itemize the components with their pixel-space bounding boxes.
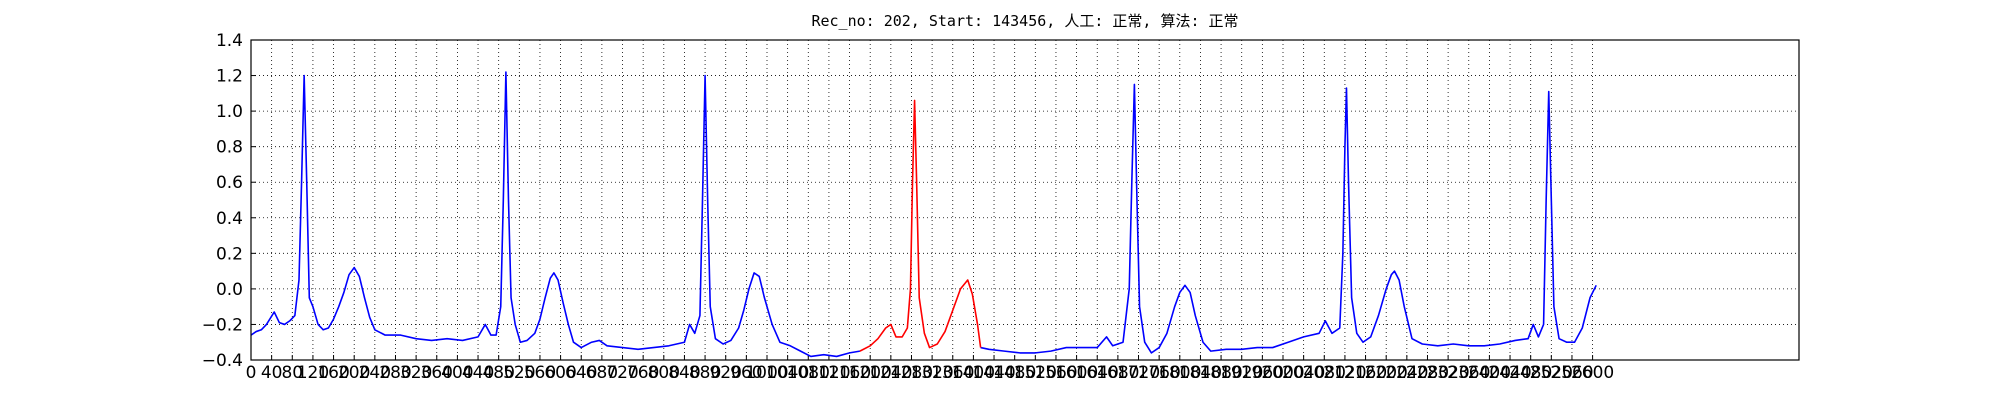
- x-tick-label: 800: [648, 363, 680, 383]
- x-tick-label: 2080: [1303, 363, 1346, 383]
- x-tick-label: 360: [421, 363, 453, 383]
- x-tick-label: 880: [689, 363, 721, 383]
- x-tick-label: 560: [524, 363, 556, 383]
- x-tick-label: 160: [317, 363, 349, 383]
- x-tick-label: 1480: [993, 363, 1036, 383]
- y-tick-label: 0.6: [216, 173, 243, 193]
- x-tick-label: 1960: [1241, 363, 1284, 383]
- x-tick-label: 1520: [1014, 363, 1057, 383]
- x-tick-label: 2040: [1282, 363, 1325, 383]
- x-tick-label: 280: [379, 363, 411, 383]
- x-tick-label: 120: [297, 363, 329, 383]
- plot: [250, 71, 1597, 358]
- x-tick-label: 1640: [1076, 363, 1119, 383]
- x-tick-label: 1040: [766, 363, 809, 383]
- x-tick-label: 720: [606, 363, 638, 383]
- x-tick-label: 2400: [1468, 363, 1511, 383]
- x-tick-label: 1120: [807, 363, 850, 383]
- chart-title: Rec_no: 202, Start: 143456, 人工: 正常, 算法: …: [811, 12, 1238, 30]
- x-tick-label: 400: [441, 363, 473, 383]
- x-tick-label: 1160: [828, 363, 871, 383]
- y-tick-label: 1.4: [216, 31, 243, 51]
- ecg-line: [859, 99, 982, 352]
- x-tick-label: 1360: [931, 363, 974, 383]
- x-tick-label: 1680: [1096, 363, 1139, 383]
- x-tick-label: 0: [246, 363, 257, 383]
- x-tick-label: 2320: [1426, 363, 1469, 383]
- x-tick-label: 1000: [745, 363, 788, 383]
- x-tick-label: 640: [565, 363, 597, 383]
- x-tick-label: 240: [359, 363, 391, 383]
- x-tick-label: 320: [400, 363, 432, 383]
- x-tick-label: 200: [338, 363, 370, 383]
- x-tick-label: 2360: [1447, 363, 1490, 383]
- ecg-line: [250, 71, 1597, 358]
- x-tick-label: 1720: [1117, 363, 1160, 383]
- y-tick-label: 1.2: [216, 67, 243, 87]
- x-tick-label: 760: [627, 363, 659, 383]
- y-tick-label: 0.2: [216, 244, 243, 264]
- x-tick-label: 1440: [972, 363, 1015, 383]
- x-tick-label: 920: [709, 363, 741, 383]
- y-tick-label: 0.8: [216, 138, 243, 158]
- x-tick-label: 1880: [1199, 363, 1242, 383]
- x-tick-label: 1320: [910, 363, 953, 383]
- y-tick-label: −0.2: [202, 315, 243, 335]
- x-tick-label: 2600: [1571, 363, 1614, 383]
- x-tick-label: 2120: [1323, 363, 1366, 383]
- x-tick-label: 1400: [952, 363, 995, 383]
- y-tick-label: 0.0: [216, 280, 243, 300]
- y-tick-label: 1.0: [216, 102, 243, 122]
- x-tick-label: 1920: [1220, 363, 1263, 383]
- plot-frame: [250, 39, 1800, 361]
- x-tick-label: 1760: [1138, 363, 1181, 383]
- x-tick-label: 2520: [1530, 363, 1573, 383]
- x-tick-label: 1200: [849, 363, 892, 383]
- x-tick-label: 1800: [1158, 363, 1201, 383]
- x-tick-label: 2280: [1406, 363, 1449, 383]
- x-tick-label: 80: [281, 363, 303, 383]
- x-tick-label: 1560: [1034, 363, 1077, 383]
- y-tick-label: −0.4: [202, 351, 243, 371]
- x-tick-label: 840: [668, 363, 700, 383]
- x-tick-label: 2240: [1385, 363, 1428, 383]
- x-tick-label: 960: [730, 363, 762, 383]
- x-tick-label: 440: [462, 363, 494, 383]
- x-tick-label: 2480: [1509, 363, 1552, 383]
- x-tick-label: 680: [586, 363, 618, 383]
- x-tick-label: 40: [261, 363, 283, 383]
- x-tick-label: 1240: [869, 363, 912, 383]
- x-tick-label: 2200: [1365, 363, 1408, 383]
- x-tick-label: 2440: [1488, 363, 1531, 383]
- x-tick-label: 2560: [1550, 363, 1593, 383]
- x-tick-label: 2000: [1261, 363, 1304, 383]
- x-tick-label: 1600: [1055, 363, 1098, 383]
- y-tick-label: 0.4: [216, 209, 243, 229]
- x-tick-label: 520: [503, 363, 535, 383]
- x-tick-label: 1840: [1179, 363, 1222, 383]
- x-tick-label: 1280: [890, 363, 933, 383]
- x-tick-label: 1080: [787, 363, 830, 383]
- x-tick-label: 2160: [1344, 363, 1387, 383]
- x-tick-label: 600: [544, 363, 576, 383]
- x-tick-label: 480: [482, 363, 514, 383]
